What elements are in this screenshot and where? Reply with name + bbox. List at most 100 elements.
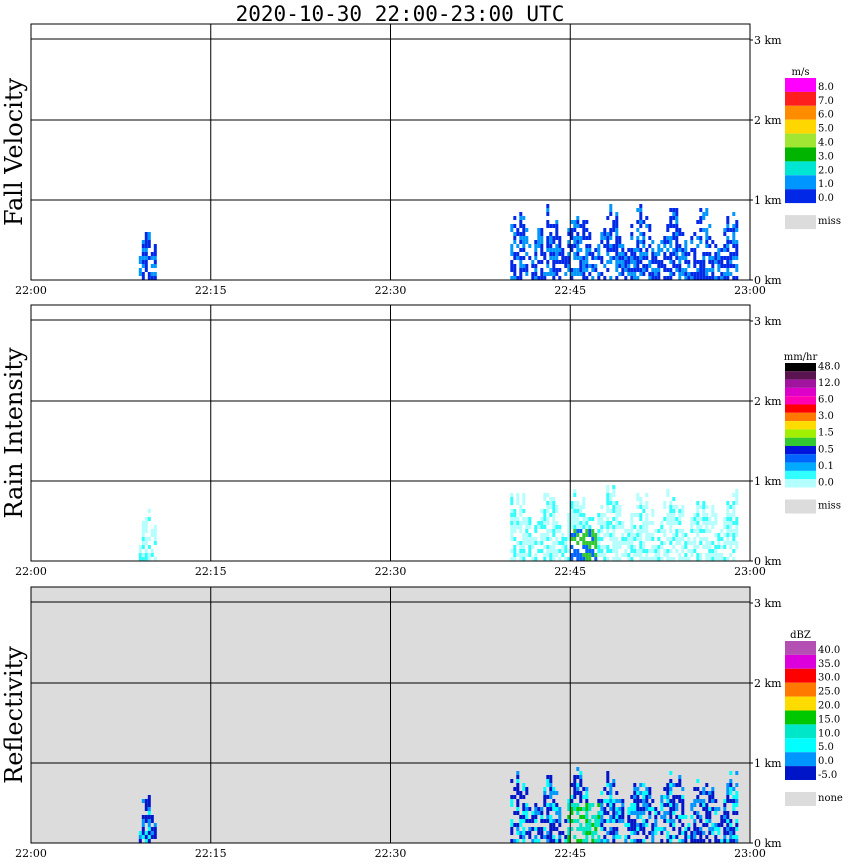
echo-cell [663, 529, 667, 533]
echo-cell [726, 244, 730, 248]
legend-label: 7.0 [818, 96, 834, 107]
echo-cell [147, 823, 151, 827]
echo-cell [660, 807, 664, 811]
echo-cell [666, 835, 670, 839]
echo-cell [618, 799, 622, 803]
echo-cell [726, 799, 730, 803]
echo-cell [723, 557, 727, 561]
echo-cell [522, 807, 526, 811]
echo-cell [711, 799, 715, 803]
echo-cell [585, 533, 589, 537]
echo-cell [651, 240, 655, 244]
echo-cell [510, 513, 514, 517]
echo-cell [618, 513, 622, 517]
echo-cell [609, 256, 613, 260]
echo-cell [510, 244, 514, 248]
echo-cell [678, 244, 682, 248]
echo-cell [717, 823, 721, 827]
echo-cell [525, 264, 529, 268]
echo-cell [735, 521, 739, 525]
echo-cell [684, 252, 688, 256]
echo-cell [684, 545, 688, 549]
echo-cell [669, 537, 673, 541]
echo-cell [528, 541, 532, 545]
echo-cell [630, 224, 634, 228]
echo-cell [525, 791, 529, 795]
echo-cell [150, 553, 154, 557]
echo-cell [585, 220, 589, 224]
echo-cell [732, 831, 736, 835]
echo-cell [639, 268, 643, 272]
echo-cell [582, 232, 586, 236]
echo-cell [549, 815, 553, 819]
echo-cell [729, 264, 733, 268]
echo-cell [600, 839, 604, 843]
echo-cell [549, 783, 553, 787]
echo-cell [600, 256, 604, 260]
echo-cell [540, 827, 544, 831]
echo-cell [684, 260, 688, 264]
echo-cell [546, 272, 550, 276]
echo-cell [630, 248, 634, 252]
echo-cell [627, 541, 631, 545]
echo-cell [723, 248, 727, 252]
echo-cell [675, 216, 679, 220]
legend-label: 3.0 [818, 411, 834, 422]
echo-cell [591, 831, 595, 835]
echo-cell [546, 553, 550, 557]
echo-cell [654, 276, 658, 280]
echo-cell [678, 228, 682, 232]
echo-cell [678, 795, 682, 799]
echo-cell [606, 216, 610, 220]
echo-cell [630, 557, 634, 561]
echo-cell [141, 256, 145, 260]
echo-cell [708, 260, 712, 264]
legend-swatch [785, 379, 816, 388]
time-tick-label: 23:00 [734, 565, 766, 578]
echo-cell [729, 819, 733, 823]
echo-cell [726, 228, 730, 232]
echo-cell [732, 549, 736, 553]
echo-cell [669, 779, 673, 783]
echo-cell [522, 795, 526, 799]
echo-cell [732, 509, 736, 513]
echo-cell [585, 521, 589, 525]
echo-cell [549, 803, 553, 807]
echo-cell [639, 260, 643, 264]
echo-cell [711, 260, 715, 264]
echo-cell [624, 268, 628, 272]
echo-cell [558, 529, 562, 533]
echo-cell [558, 807, 562, 811]
echo-cell [687, 541, 691, 545]
echo-cell [615, 505, 619, 509]
echo-cell [735, 276, 739, 280]
echo-cell [597, 799, 601, 803]
echo-cell [702, 517, 706, 521]
time-tick-label: 22:15 [195, 284, 227, 297]
echo-cell [666, 811, 670, 815]
echo-cell [612, 557, 616, 561]
echo-cell [678, 827, 682, 831]
echo-cell [510, 264, 514, 268]
echo-cell [663, 268, 667, 272]
echo-cell [615, 264, 619, 268]
echo-cell [630, 232, 634, 236]
echo-cell [612, 248, 616, 252]
echo-cell [582, 521, 586, 525]
echo-cell [150, 533, 154, 537]
echo-cell [645, 493, 649, 497]
echo-cell [576, 791, 580, 795]
echo-cell [642, 783, 646, 787]
echo-cell [561, 260, 565, 264]
echo-cell [696, 545, 700, 549]
echo-cell [147, 240, 151, 244]
echo-cell [582, 497, 586, 501]
echo-cell [603, 553, 607, 557]
echo-cell [621, 541, 625, 545]
legend-swatch [785, 724, 816, 739]
echo-cell [645, 819, 649, 823]
echo-cell [726, 248, 730, 252]
echo-cell [573, 252, 577, 256]
echo-cell [612, 783, 616, 787]
echo-cell [663, 541, 667, 545]
